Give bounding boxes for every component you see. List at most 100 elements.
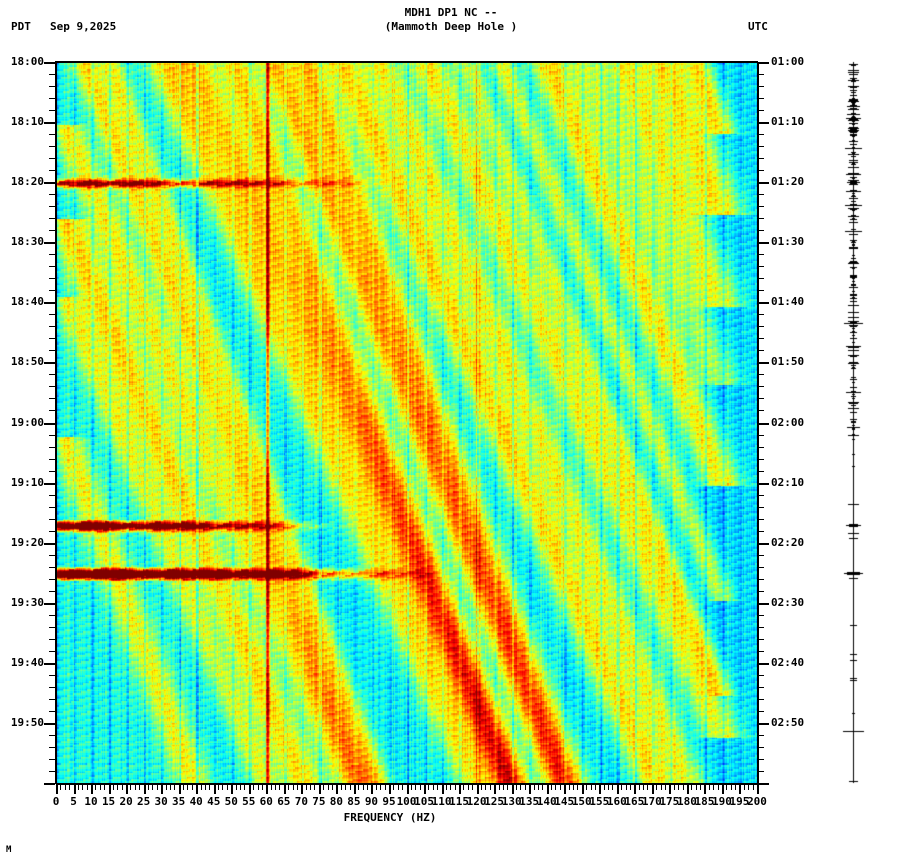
y-tick-right — [758, 350, 764, 351]
x-tick — [258, 784, 259, 790]
y-tick-left — [44, 603, 55, 605]
x-tick — [192, 784, 193, 790]
x-tick-label-37: 185 — [694, 795, 715, 808]
y-tick-right — [758, 230, 764, 231]
y-tick-left — [49, 194, 55, 195]
y-tick-right — [758, 507, 764, 508]
x-tick — [244, 784, 245, 790]
x-tick — [477, 784, 479, 794]
x-tick-label-30: 150 — [571, 795, 592, 808]
y-tick-left — [49, 447, 55, 448]
y-tick-right — [758, 723, 769, 725]
x-tick — [231, 784, 233, 794]
x-tick — [293, 784, 294, 790]
x-tick-label-19: 95 — [382, 795, 396, 808]
y-tick-right — [758, 447, 764, 448]
x-tick-label-18: 90 — [364, 795, 379, 808]
x-tick-label-6: 30 — [154, 795, 168, 808]
x-tick — [323, 784, 324, 790]
y-tick-right — [758, 278, 764, 279]
x-tick — [310, 784, 311, 790]
x-tick — [726, 784, 727, 790]
y-tick-right — [758, 326, 764, 327]
y-tick-left — [49, 170, 55, 171]
x-tick — [152, 784, 153, 790]
x-tick-label-28: 140 — [536, 795, 557, 808]
spectrogram-plot[interactable] — [56, 62, 759, 785]
y-tick-left — [49, 555, 55, 556]
y-tick-right — [758, 290, 764, 291]
y-tick-right — [758, 74, 764, 75]
y-tick-left — [49, 230, 55, 231]
x-tick — [130, 784, 131, 790]
x-tick — [214, 784, 216, 794]
y-tick-right — [758, 386, 764, 387]
x-tick — [577, 784, 578, 790]
y-tick-left — [49, 459, 55, 460]
x-tick-label-32: 160 — [606, 795, 627, 808]
x-tick — [275, 784, 276, 790]
y-tick-right — [758, 615, 764, 616]
x-tick-label-36: 180 — [676, 795, 697, 808]
y-tick-left — [49, 699, 55, 700]
x-tick — [69, 784, 70, 790]
x-tick — [735, 784, 736, 790]
x-tick-label-40: 200 — [747, 795, 767, 808]
x-tick-label-22: 110 — [431, 795, 452, 808]
x-tick — [126, 784, 128, 794]
x-tick — [144, 784, 146, 794]
y-tick-left — [49, 507, 55, 508]
x-tick — [262, 784, 263, 790]
x-tick — [656, 784, 657, 790]
x-tick — [595, 784, 596, 790]
y-tick-left — [49, 471, 55, 472]
y-tick-label-right-2: 01:20 — [771, 175, 805, 188]
x-tick — [104, 784, 105, 790]
x-tick — [713, 784, 714, 790]
x-tick — [560, 784, 561, 790]
y-tick-right — [758, 531, 764, 532]
y-tick-left — [49, 146, 55, 147]
x-tick — [604, 784, 605, 790]
x-tick-label-12: 60 — [259, 795, 273, 808]
x-tick — [301, 784, 303, 794]
y-tick-left — [44, 362, 55, 364]
spectrogram-canvas — [57, 63, 758, 784]
x-tick — [757, 784, 759, 794]
x-tick-label-35: 175 — [659, 795, 680, 808]
x-tick-label-4: 20 — [119, 795, 133, 808]
y-tick-left — [49, 398, 55, 399]
y-tick-label-left-8: 19:20 — [10, 536, 44, 549]
x-tick — [240, 784, 241, 790]
x-tick — [376, 784, 377, 790]
y-tick-left — [49, 519, 55, 520]
y-tick-right — [758, 314, 764, 315]
x-tick — [621, 784, 622, 790]
y-tick-right — [758, 639, 764, 640]
x-tick — [271, 784, 272, 790]
x-tick — [582, 784, 584, 794]
x-tick — [332, 784, 333, 790]
y-tick-right — [758, 735, 764, 736]
x-tick — [174, 784, 175, 790]
y-tick-left — [49, 435, 55, 436]
y-tick-label-left-3: 18:30 — [10, 235, 44, 248]
y-tick-label-left-6: 19:00 — [10, 416, 44, 429]
x-tick-label-34: 170 — [641, 795, 662, 808]
x-tick — [100, 784, 101, 790]
x-tick — [279, 784, 280, 790]
y-tick-right — [758, 242, 769, 244]
date-label: Sep 9,2025 — [50, 20, 117, 33]
y-tick-right — [758, 783, 769, 785]
y-tick-label-right-4: 01:40 — [771, 295, 805, 308]
y-tick-right — [758, 410, 764, 411]
x-tick — [494, 784, 496, 794]
y-tick-right — [758, 182, 769, 184]
chart-title-line2: (Mammoth Deep Hole ) — [384, 20, 518, 33]
y-tick-right — [758, 374, 764, 375]
x-tick — [433, 784, 434, 790]
x-tick — [450, 784, 451, 790]
y-tick-right — [758, 122, 769, 124]
x-tick — [744, 784, 745, 790]
y-tick-right — [758, 170, 764, 171]
